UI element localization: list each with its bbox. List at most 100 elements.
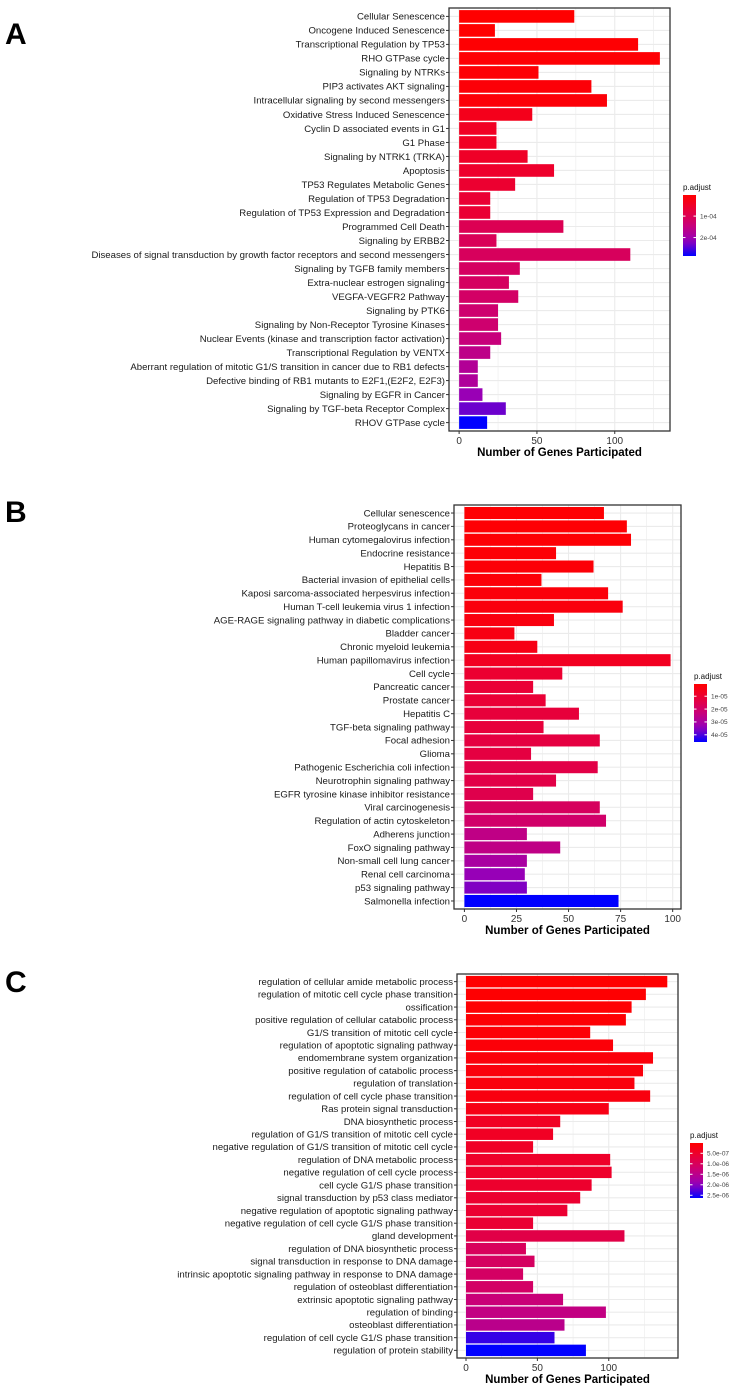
bar xyxy=(465,988,646,1001)
bar xyxy=(464,707,579,720)
bar xyxy=(465,1064,644,1077)
bar xyxy=(459,332,502,345)
category-label: Adherens junction xyxy=(373,829,450,840)
category-label: regulation of cell cycle phase transitio… xyxy=(288,1091,453,1102)
category-label: Hepatitis B xyxy=(404,562,450,573)
category-label: Signaling by Non-Receptor Tyrosine Kinas… xyxy=(255,320,445,331)
category-label: signal transduction in response to DNA d… xyxy=(250,1257,453,1268)
bar xyxy=(459,94,607,107)
category-label: regulation of cellular amide metabolic p… xyxy=(258,977,453,988)
bar xyxy=(459,80,592,93)
category-label: RHO GTPase cycle xyxy=(361,54,445,65)
legend-tick-label: 1e-05 xyxy=(711,694,728,701)
bar xyxy=(459,108,533,121)
bar xyxy=(464,721,544,734)
bar xyxy=(465,1115,561,1128)
bar xyxy=(465,1103,609,1115)
bar xyxy=(459,122,497,135)
bar xyxy=(465,1001,632,1013)
category-label: Transcriptional Regulation by VENTX xyxy=(286,348,445,359)
bar xyxy=(459,150,528,163)
legend-colorbar xyxy=(694,684,707,742)
bar xyxy=(464,761,598,774)
category-label: cell cycle G1/S phase transition xyxy=(319,1180,453,1191)
bar xyxy=(459,318,499,331)
bar xyxy=(464,680,534,693)
category-label: Signaling by PTK6 xyxy=(366,306,445,317)
x-tick-label: 25 xyxy=(511,914,523,925)
bar xyxy=(465,1179,592,1191)
bar xyxy=(459,136,497,149)
category-label: p53 signaling pathway xyxy=(355,883,450,894)
category-label: FoxO signaling pathway xyxy=(348,843,451,854)
x-axis-title: Number of Genes Participated xyxy=(485,925,650,937)
bar xyxy=(464,520,627,533)
category-label: VEGFA-VEGFR2 Pathway xyxy=(332,292,445,303)
panel-A: A Cellular Senescence Oncogene Induced Sen… xyxy=(5,7,717,459)
x-tick-label: 50 xyxy=(532,1363,544,1374)
bar xyxy=(459,304,499,317)
bar xyxy=(459,10,575,23)
category-label: Ras protein signal transduction xyxy=(321,1104,453,1115)
category-label: Viral carcinogenesis xyxy=(364,803,450,814)
bar xyxy=(464,787,534,800)
legend-tick-label: 5.0e-07 xyxy=(707,1151,729,1158)
category-label: Defective binding of RB1 mutants to E2F1… xyxy=(206,376,445,387)
category-label: Signaling by ERBB2 xyxy=(359,236,445,247)
bar xyxy=(459,206,491,219)
category-label: TP53 Regulates Metabolic Genes xyxy=(302,180,446,191)
bar xyxy=(459,346,491,359)
bar xyxy=(465,1026,591,1039)
category-label: regulation of protein stability xyxy=(334,1346,454,1357)
category-label: Kaposi sarcoma-associated herpesvirus in… xyxy=(241,589,450,600)
bar xyxy=(459,38,639,51)
legend-tick-label: 2.0e-06 xyxy=(707,1182,729,1189)
bar xyxy=(464,640,538,653)
bar xyxy=(464,507,604,520)
bar xyxy=(465,1242,526,1255)
x-axis-title: Number of Genes Participated xyxy=(477,447,642,459)
x-tick-label: 100 xyxy=(606,436,623,447)
bar xyxy=(464,841,561,854)
bar xyxy=(465,1128,554,1140)
category-label: Extra-nuclear estrogen signaling xyxy=(307,278,445,289)
category-label: Cell cycle xyxy=(409,669,450,680)
legend-title: p.adjust xyxy=(683,183,712,192)
bar xyxy=(459,248,631,261)
category-label: Intracellular signaling by second messen… xyxy=(254,96,446,107)
bar xyxy=(465,975,668,988)
bar xyxy=(464,734,600,747)
x-tick-label: 50 xyxy=(563,914,575,925)
bar xyxy=(464,801,600,814)
category-label: Human papillomavirus infection xyxy=(317,655,450,666)
bar xyxy=(465,1331,555,1344)
category-label: Endocrine resistance xyxy=(360,548,450,559)
bar xyxy=(464,814,607,827)
bar xyxy=(464,774,557,787)
x-tick-label: 0 xyxy=(463,1363,469,1374)
category-label: endomembrane system organization xyxy=(298,1053,453,1064)
category-label: signal transduction by p53 class mediato… xyxy=(277,1193,454,1204)
category-label: EGFR tyrosine kinase inhibitor resistanc… xyxy=(274,789,450,800)
bar xyxy=(465,1306,606,1318)
bar xyxy=(464,894,619,907)
category-label: RHOV GTPase cycle xyxy=(355,418,445,429)
bar xyxy=(465,1268,524,1280)
category-label: regulation of osteoblast differentiation xyxy=(294,1282,453,1293)
category-label: intrinsic apoptotic signaling pathway in… xyxy=(177,1269,453,1280)
legend-tick-label: 3e-05 xyxy=(711,719,728,726)
legend-tick-label: 1.5e-06 xyxy=(707,1172,729,1179)
bar xyxy=(459,360,478,373)
category-label: Renal cell carcinoma xyxy=(361,870,451,881)
category-label: Regulation of TP53 Expression and Degrad… xyxy=(239,208,445,219)
bar xyxy=(464,747,532,760)
category-label: regulation of binding xyxy=(367,1308,453,1319)
bar xyxy=(464,654,671,667)
category-label: Signaling by NTRKs xyxy=(359,68,445,79)
bar xyxy=(464,828,527,841)
legend-tick-label: 1e-04 xyxy=(700,213,717,220)
bar xyxy=(464,587,609,600)
category-label: Regulation of TP53 Degradation xyxy=(308,194,445,205)
category-label: osteoblast differentiation xyxy=(349,1320,453,1331)
